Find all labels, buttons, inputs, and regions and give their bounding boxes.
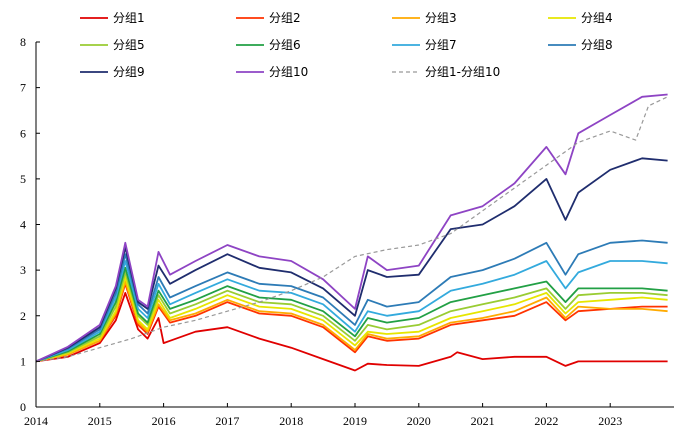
ticks: 0 1 2 3 4 5 6 7 8 2014 2015 2016 2017 2018 2019 2020 202… bbox=[20, 35, 622, 428]
series-line-3 bbox=[35, 280, 668, 363]
legend-label-2: 分组2 bbox=[269, 11, 301, 25]
x-tick-label: 2021 bbox=[471, 414, 495, 428]
x-tick-label: 2014 bbox=[24, 414, 48, 428]
series-line-7 bbox=[35, 260, 668, 363]
series-line-8 bbox=[35, 239, 668, 363]
series-layer bbox=[35, 93, 668, 372]
y-tick-label: 2 bbox=[20, 309, 26, 323]
y-tick-label: 3 bbox=[20, 263, 26, 277]
x-tick-label: 2016 bbox=[152, 414, 176, 428]
x-tick-label: 2022 bbox=[534, 414, 558, 428]
legend-label-6: 分组6 bbox=[269, 38, 301, 52]
series-line-11 bbox=[35, 96, 668, 362]
series-line-4 bbox=[35, 276, 668, 363]
x-tick-label: 2018 bbox=[279, 414, 303, 428]
y-tick-label: 6 bbox=[20, 126, 26, 140]
x-tick-label: 2019 bbox=[343, 414, 367, 428]
legend: 分组1 分组2 分组3 分组4 分组5 分组6 分组7 分组8 分组9 分组10 分组1-分组10 bbox=[80, 11, 613, 79]
legend-label-8: 分组8 bbox=[581, 38, 613, 52]
x-tick-label: 2015 bbox=[88, 414, 112, 428]
y-tick-label: 7 bbox=[20, 81, 26, 95]
series-line-9 bbox=[35, 157, 668, 363]
legend-label-5: 分组5 bbox=[113, 38, 145, 52]
x-tick-label: 2023 bbox=[598, 414, 622, 428]
x-tick-label: 2017 bbox=[215, 414, 239, 428]
series-line-5 bbox=[35, 271, 668, 363]
legend-label-9: 分组9 bbox=[113, 65, 145, 79]
series-line-6 bbox=[35, 266, 668, 363]
y-tick-label: 8 bbox=[20, 35, 26, 49]
legend-label-10: 分组10 bbox=[269, 65, 308, 79]
x-tick-label: 2020 bbox=[407, 414, 431, 428]
y-tick-label: 0 bbox=[20, 400, 26, 414]
legend-label-4: 分组4 bbox=[581, 11, 613, 25]
series-line-10 bbox=[35, 93, 668, 363]
series-line-1 bbox=[35, 292, 668, 372]
y-tick-label: 1 bbox=[20, 354, 26, 368]
y-tick-label: 4 bbox=[20, 218, 26, 232]
legend-label-1: 分组1 bbox=[113, 11, 145, 25]
legend-label-11: 分组1-分组10 bbox=[425, 65, 500, 79]
legend-label-3: 分组3 bbox=[425, 11, 457, 25]
legend-label-7: 分组7 bbox=[425, 38, 457, 52]
y-tick-label: 5 bbox=[20, 172, 26, 186]
